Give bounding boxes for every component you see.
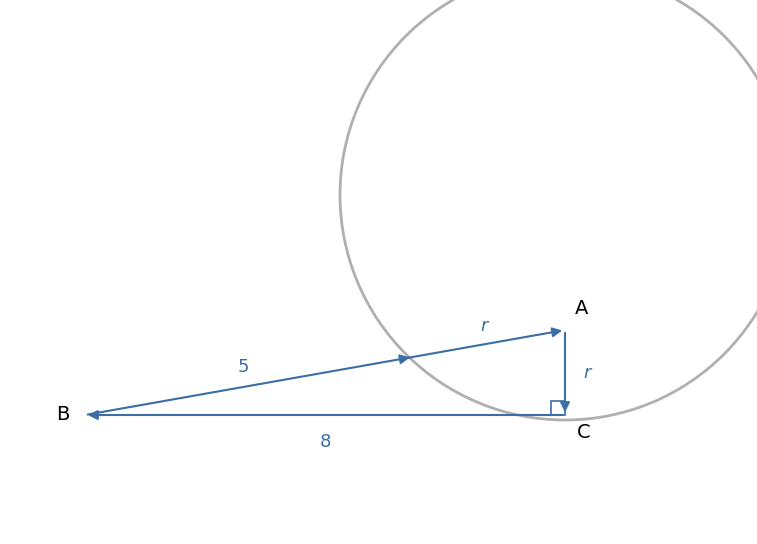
Text: A: A <box>575 299 588 318</box>
Text: C: C <box>577 423 590 442</box>
Bar <box>551 401 565 415</box>
Text: r: r <box>481 317 488 335</box>
Text: 5: 5 <box>238 357 250 375</box>
Text: r: r <box>583 363 590 381</box>
Text: B: B <box>57 405 70 424</box>
Text: 8: 8 <box>319 433 331 451</box>
